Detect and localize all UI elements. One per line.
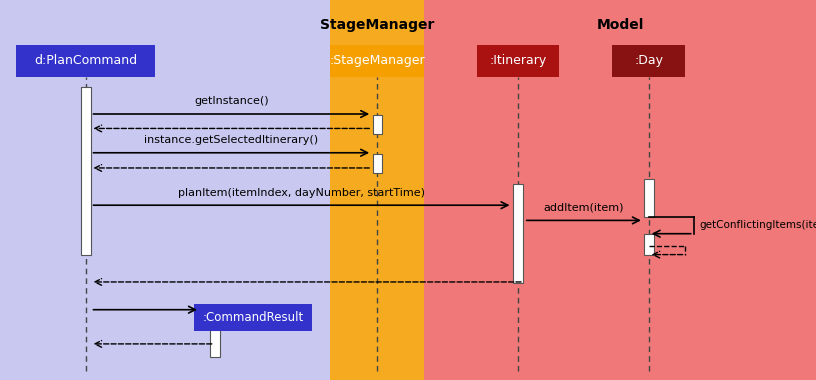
Text: getInstance(): getInstance() <box>194 97 268 106</box>
Bar <box>372 115 382 134</box>
Text: :StageManager: :StageManager <box>330 54 425 67</box>
Bar <box>194 304 312 331</box>
Text: getConflictingItems(item): getConflictingItems(item) <box>699 220 816 230</box>
Text: planItem(itemIndex, dayNumber, startTime): planItem(itemIndex, dayNumber, startTime… <box>178 188 425 198</box>
Bar <box>477 44 559 77</box>
Bar <box>210 330 220 357</box>
Bar <box>81 87 91 255</box>
Bar <box>612 44 685 77</box>
Bar <box>330 0 424 380</box>
Text: :CommandResult: :CommandResult <box>202 311 304 324</box>
Bar <box>330 44 424 77</box>
Bar <box>424 0 816 380</box>
Bar <box>512 184 524 283</box>
Text: :Day: :Day <box>634 54 663 67</box>
Text: StageManager: StageManager <box>320 18 435 32</box>
Bar <box>644 179 654 217</box>
Bar <box>0 0 330 380</box>
Text: addItem(item): addItem(item) <box>543 203 624 213</box>
Text: instance.getSelectedItinerary(): instance.getSelectedItinerary() <box>144 135 318 145</box>
Bar <box>644 234 654 255</box>
Bar <box>16 44 155 77</box>
Bar <box>372 154 382 173</box>
Text: :Itinerary: :Itinerary <box>490 54 547 67</box>
Text: Model: Model <box>596 18 644 32</box>
Text: d:PlanCommand: d:PlanCommand <box>34 54 137 67</box>
